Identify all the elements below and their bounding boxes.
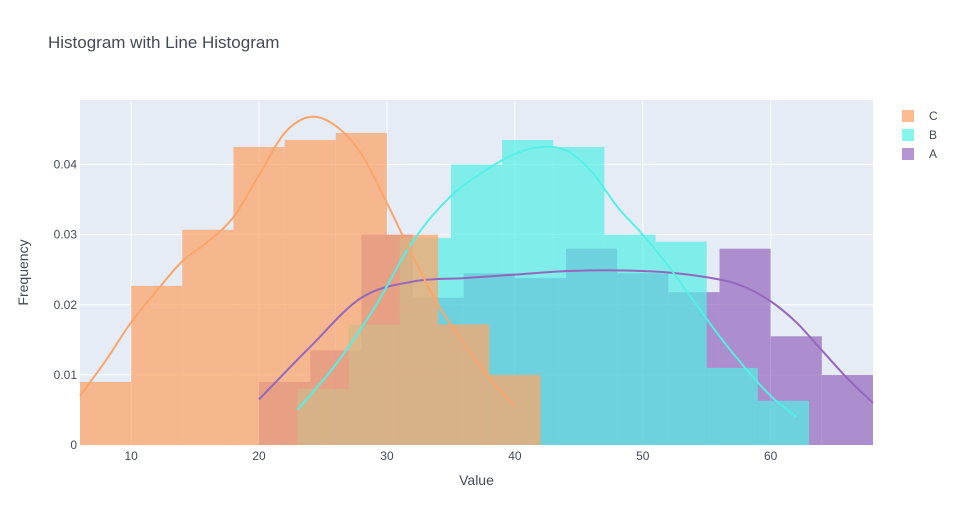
y-tick-label: 0.01 bbox=[54, 368, 78, 382]
x-tick-label: 30 bbox=[380, 449, 394, 463]
density-line-b bbox=[296, 145, 797, 418]
histogram-bar-c bbox=[489, 374, 541, 445]
legend-item-a[interactable]: A bbox=[902, 144, 938, 163]
legend-label: C bbox=[929, 108, 938, 123]
x-tick-label: 50 bbox=[636, 449, 650, 463]
x-tick-label: 20 bbox=[252, 449, 266, 463]
y-tick-label: 0.04 bbox=[54, 158, 78, 172]
y-tick-label: 0.02 bbox=[54, 298, 78, 312]
y-axis-label: Frequency bbox=[15, 239, 31, 305]
legend-label: A bbox=[929, 146, 938, 161]
density-line-c bbox=[79, 115, 516, 408]
histogram-bar-b bbox=[604, 234, 656, 445]
x-tick-label: 10 bbox=[124, 449, 138, 463]
legend-item-c[interactable]: C bbox=[902, 106, 938, 125]
legend-item-b[interactable]: B bbox=[902, 125, 938, 144]
legend-swatch bbox=[902, 128, 914, 141]
chart-title: Histogram with Line Histogram bbox=[48, 33, 280, 52]
histogram-bar-b bbox=[757, 400, 810, 445]
x-tick-label: 60 bbox=[764, 449, 778, 463]
histogram-bar-c bbox=[131, 285, 183, 445]
y-tick-label: 0 bbox=[70, 438, 77, 452]
x-axis-label: Value bbox=[459, 472, 494, 488]
histogram-bar-a bbox=[821, 374, 873, 445]
histogram-bar-c bbox=[284, 139, 336, 445]
x-tick-label: 40 bbox=[508, 449, 522, 463]
legend-swatch bbox=[902, 109, 914, 122]
legend-swatch bbox=[902, 147, 914, 160]
histogram-bar-b bbox=[553, 146, 605, 446]
legend-label: B bbox=[929, 127, 938, 142]
y-tick-label: 0.03 bbox=[54, 228, 78, 242]
density-line-a bbox=[258, 269, 874, 404]
histogram-bar-c bbox=[386, 234, 439, 445]
histogram-bar-c bbox=[80, 381, 132, 445]
histogram-bar-b bbox=[706, 367, 758, 445]
histogram-bar-c bbox=[233, 146, 285, 446]
histogram-bar-c bbox=[182, 229, 234, 445]
